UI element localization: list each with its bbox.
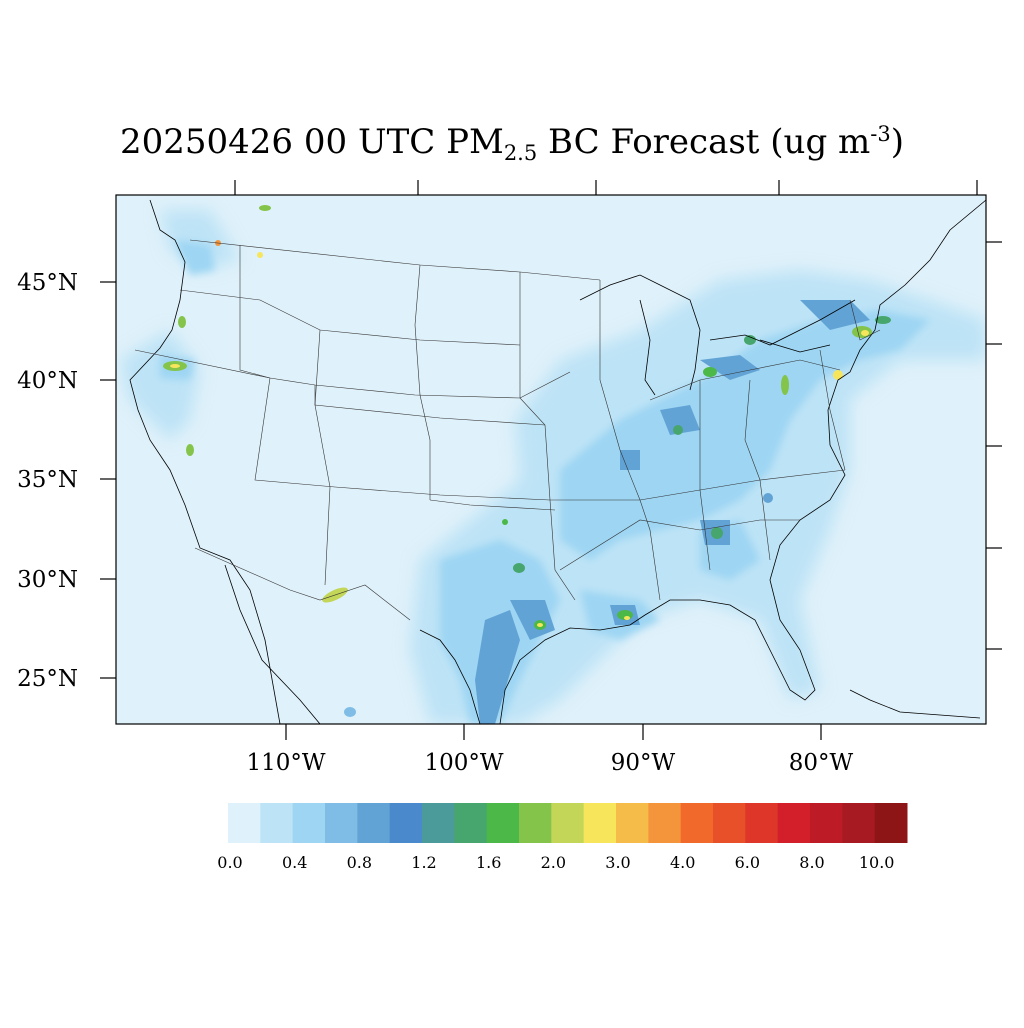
top-ticks bbox=[234, 180, 978, 195]
concentration-mid-band bbox=[160, 240, 930, 724]
colorbar-label: 2.0 bbox=[541, 853, 566, 872]
colorbar-swatch bbox=[486, 803, 520, 843]
lon-label: 90°W bbox=[611, 750, 676, 776]
title-units-superscript: -3 bbox=[870, 122, 891, 146]
bottom-ticks bbox=[285, 724, 822, 740]
left-ticks bbox=[100, 281, 116, 679]
title-date: 20250426 bbox=[120, 122, 294, 162]
colorbar-label: 4.0 bbox=[670, 853, 695, 872]
colorbar-label: 1.6 bbox=[476, 853, 501, 872]
colorbar-swatch bbox=[777, 803, 811, 843]
colorbar-swatch bbox=[551, 803, 585, 843]
colorbar-swatch bbox=[616, 803, 649, 843]
title-units: (ug m bbox=[770, 122, 871, 162]
colorbar-label: 3.0 bbox=[605, 853, 630, 872]
colorbar-label: 8.0 bbox=[799, 853, 824, 872]
lat-label: 25°N bbox=[17, 666, 78, 692]
colorbar-swatch bbox=[260, 803, 294, 843]
colorbar-swatch bbox=[583, 803, 617, 843]
colorbar bbox=[228, 803, 908, 843]
lon-label: 110°W bbox=[246, 750, 325, 776]
colorbar-swatch bbox=[357, 803, 391, 843]
right-ticks bbox=[986, 241, 1002, 650]
colorbar-swatch bbox=[842, 803, 876, 843]
lat-label: 35°N bbox=[17, 467, 78, 493]
lon-label: 100°W bbox=[424, 750, 503, 776]
title-species-subscript: 2.5 bbox=[503, 141, 538, 165]
lat-label: 45°N bbox=[17, 270, 78, 296]
colorbar-swatch bbox=[745, 803, 779, 843]
concentration-hotspots bbox=[163, 205, 891, 717]
lat-label: 40°N bbox=[17, 368, 78, 394]
latitude-labels: 45°N 40°N 35°N 30°N 25°N bbox=[17, 270, 78, 692]
colorbar-swatch bbox=[228, 803, 261, 843]
coastlines bbox=[129, 199, 986, 724]
colorbar-swatch bbox=[810, 803, 843, 843]
map-frame bbox=[115, 194, 987, 725]
colorbar-swatch bbox=[680, 803, 714, 843]
colorbar-labels: 0.0 0.4 0.8 1.2 1.6 2.0 3.0 4.0 6.0 8.0 10.0 bbox=[217, 853, 894, 872]
lon-label: 80°W bbox=[789, 750, 854, 776]
colorbar-swatch bbox=[389, 803, 423, 843]
colorbar-swatch bbox=[422, 803, 455, 843]
colorbar-label: 6.0 bbox=[735, 853, 760, 872]
map-title: 20250426 00 UTC PM2.5 BC Forecast (ug m-… bbox=[0, 122, 1024, 165]
title-species: PM bbox=[446, 122, 504, 162]
colorbar-label: 10.0 bbox=[859, 853, 895, 872]
colorbar-swatch bbox=[648, 803, 682, 843]
colorbar-label: 0.4 bbox=[282, 853, 307, 872]
title-units-close: ) bbox=[890, 122, 904, 162]
title-hour: 00 UTC bbox=[303, 122, 436, 162]
colorbar-swatch bbox=[454, 803, 488, 843]
colorbar-swatch bbox=[519, 803, 552, 843]
colorbar-swatch bbox=[874, 803, 908, 843]
state-boundaries bbox=[134, 239, 881, 621]
colorbar-swatch bbox=[325, 803, 358, 843]
colorbar-label: 1.2 bbox=[411, 853, 436, 872]
colorbar-swatch bbox=[292, 803, 326, 843]
pm-concentration-field bbox=[120, 199, 986, 724]
colorbar-label: 0.8 bbox=[347, 853, 372, 872]
colorbar-label: 0.0 bbox=[217, 853, 242, 872]
title-species-rest: BC Forecast bbox=[548, 122, 760, 162]
lat-label: 30°N bbox=[17, 567, 78, 593]
colorbar-swatch bbox=[713, 803, 746, 843]
longitude-labels: 110°W 100°W 90°W 80°W bbox=[246, 750, 853, 776]
